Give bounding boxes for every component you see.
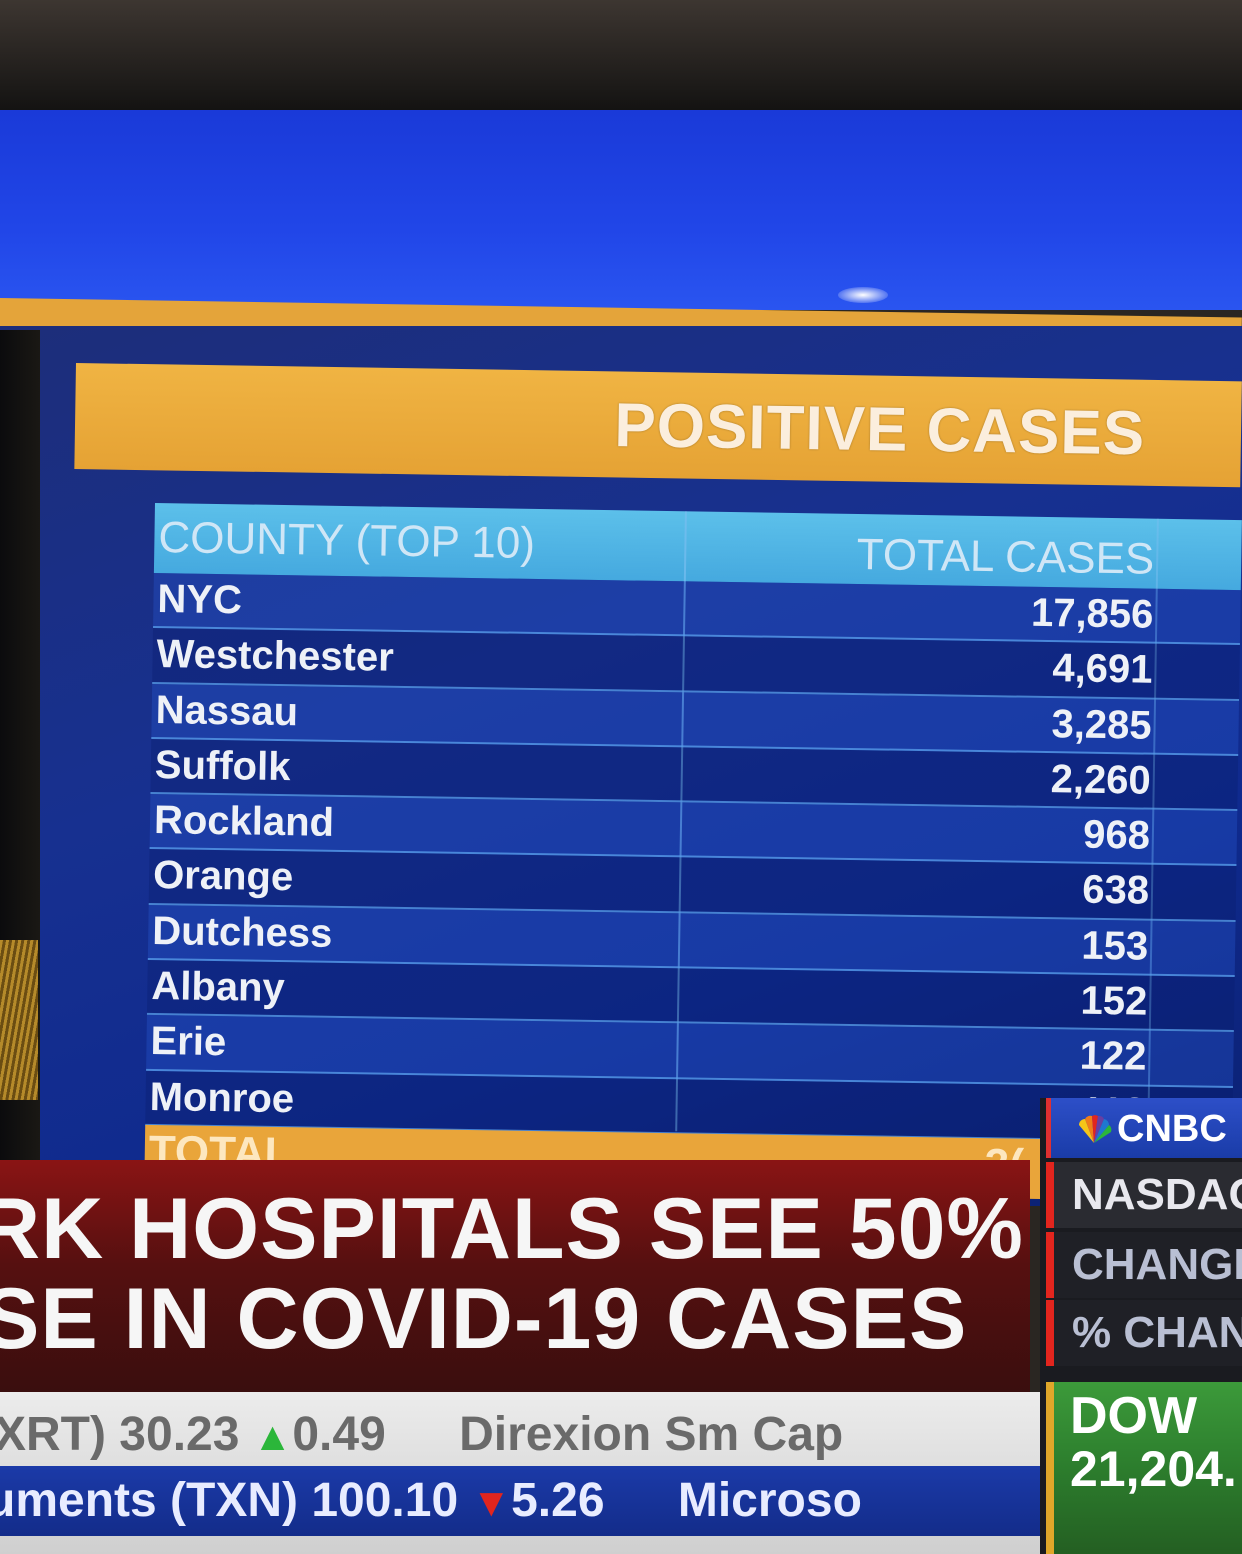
county-name: Westchester: [156, 632, 395, 681]
ticker-change: 5.26: [511, 1474, 605, 1527]
ticker-quote: uments (TXN) 100.10 ▼5.26: [0, 1466, 605, 1536]
county-name: Albany: [151, 964, 286, 1011]
ticker-symbol-price: Microso: [677, 1474, 862, 1527]
table-body: NYC 17,856 Westchester 4,691 Nassau 3,28…: [145, 572, 1241, 1143]
case-count: 153: [1081, 923, 1149, 969]
case-count: 3,285: [1051, 701, 1152, 748]
ticker-symbol-price: Direxion Sm Cap: [459, 1408, 844, 1461]
up-arrow-icon: ▲: [252, 1415, 293, 1459]
nasdaq-label: NASDAQ: [1046, 1162, 1242, 1228]
headline-line-1: RK HOSPITALS SEE 50%: [0, 1180, 1030, 1279]
down-arrow-icon: ▼: [471, 1481, 512, 1525]
background-band: [0, 110, 1242, 310]
county-name: Dutchess: [151, 908, 333, 956]
ticker-row-top: (XRT) 30.23 ▲0.49 Direxion Sm Cap: [0, 1400, 1040, 1470]
flag-fringe: [0, 940, 38, 1100]
percent-change-label: % CHANGE: [1046, 1300, 1242, 1366]
case-count: 122: [1079, 1033, 1147, 1080]
ticker-quote: Direxion Sm Cap: [459, 1400, 843, 1470]
county-name: Nassau: [155, 687, 299, 734]
ticker-change: 0.49: [292, 1408, 386, 1461]
peacock-icon: [1079, 1115, 1112, 1143]
cnbc-logo: CNBC: [1075, 1108, 1242, 1151]
case-count: 17,856: [1030, 590, 1154, 637]
county-name: Orange: [152, 853, 294, 900]
tv-bezel: [0, 0, 1242, 110]
ticker-quote: Microso: [678, 1466, 862, 1536]
case-count: 152: [1080, 978, 1148, 1024]
county-name: NYC: [157, 577, 243, 623]
headline-banner: [0, 1160, 1030, 1392]
header-total-cases: TOTAL CASES: [856, 530, 1155, 584]
county-name: Monroe: [149, 1074, 295, 1121]
county-name: Suffolk: [154, 742, 291, 790]
headline-text: SE IN COVID-19 CASES: [0, 1271, 968, 1367]
cnbc-wordmark: CNBC: [1117, 1108, 1227, 1150]
dow-value: 21,204.: [1070, 1441, 1237, 1497]
case-count: 4,691: [1052, 646, 1153, 692]
case-count: 968: [1082, 812, 1151, 858]
county-name: Erie: [150, 1019, 227, 1065]
cnbc-logo-box: [1046, 1098, 1242, 1158]
county-name: Rockland: [153, 798, 335, 846]
light-reflection: [838, 287, 888, 303]
dow-label: DOW: [1070, 1387, 1198, 1445]
headline-text: RK HOSPITALS SEE 50%: [0, 1181, 1024, 1277]
headline-line-2: SE IN COVID-19 CASES: [0, 1270, 1030, 1369]
ticker-quote: (XRT) 30.23 ▲0.49: [0, 1400, 386, 1470]
case-count: 2,260: [1050, 756, 1152, 803]
ticker-symbol-price: uments (TXN) 100.10: [0, 1474, 459, 1527]
change-label: CHANGE: [1046, 1232, 1242, 1298]
case-count: 638: [1081, 868, 1150, 914]
graphic-title: POSITIVE CASES: [613, 390, 1146, 469]
ticker-symbol-price: (XRT) 30.23: [0, 1408, 240, 1461]
ticker-row-bottom: uments (TXN) 100.10 ▼5.26 Microso: [0, 1466, 1040, 1536]
dow-box: [1046, 1382, 1242, 1554]
cases-table: COUNTY (TOP 10) TOTAL CASES NYC 17,856 W…: [144, 503, 1242, 1202]
header-county: COUNTY (TOP 10): [158, 513, 536, 568]
